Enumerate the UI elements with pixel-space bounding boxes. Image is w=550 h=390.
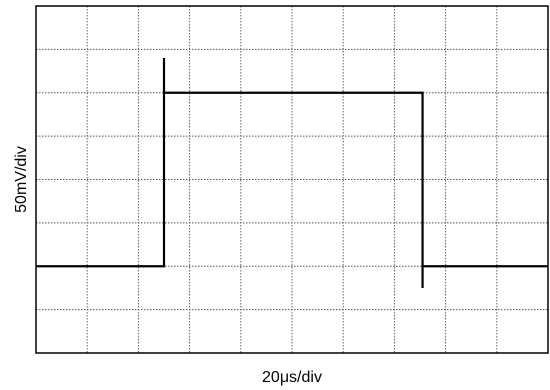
x-axis-label: 20μs/div: [262, 369, 322, 386]
grid-layer: [36, 6, 548, 353]
plot-frame: [35, 5, 549, 354]
y-axis-label: 50mV/div: [13, 146, 30, 213]
signal-trace: [36, 58, 548, 288]
